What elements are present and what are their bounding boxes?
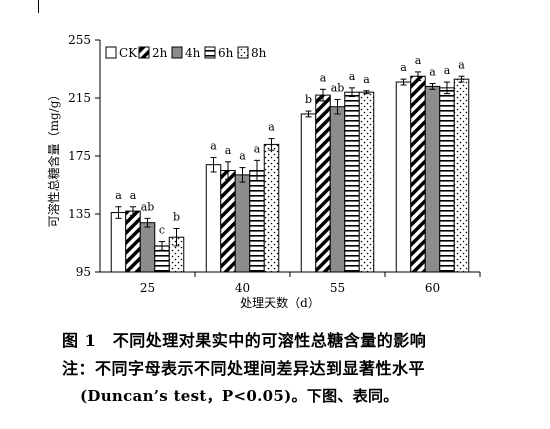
legend-label: 2h [152,46,168,60]
y-axis-title: 可溶性总糖含量（mg/g） [46,89,61,228]
significance-letter: a [115,189,122,202]
figure-caption: 图 1 不同处理对果实中的可溶性总糖含量的影响 [62,331,427,350]
legend-label: 6h [218,46,234,60]
significance-letter: a [444,64,451,77]
bar [205,164,222,273]
significance-letter: b [173,211,180,224]
y-tick-label: 175 [68,149,91,163]
legend-label: CK [119,46,138,60]
bar [300,113,317,273]
bar [110,212,127,273]
legend-label: 4h [185,46,201,60]
significance-letter: a [268,121,275,134]
significance-letter: a [225,144,232,157]
significance-letter: ab [141,200,155,213]
significance-letter: a [400,61,407,74]
bar [249,170,265,273]
legend-swatch [138,46,150,59]
y-tick-label: 95 [76,265,91,279]
significance-letter: c [159,224,165,237]
bar [315,94,331,273]
legend-swatch [105,46,117,59]
significance-letter: a [429,66,436,79]
significance-letter: ab [331,81,345,94]
legend-swatch [171,46,183,59]
x-tick-label: 40 [235,281,250,295]
figure-note: 注：不同字母表示不同处理间差异达到显著性水平 [62,359,426,378]
bar [234,174,251,273]
bar [139,222,156,273]
x-tick-label: 60 [425,281,440,295]
legend-swatch [204,46,216,59]
bar [439,87,455,273]
significance-letter: b [305,93,312,106]
y-tick-label: 135 [68,207,91,221]
y-tick-label: 255 [68,33,91,47]
bar [125,210,141,273]
bar [358,91,375,273]
significance-letter: a [415,54,422,67]
significance-letter: a [349,70,356,83]
bar [424,85,441,273]
x-axis-title: 处理天数（d） [240,295,320,310]
bar [329,106,346,273]
edge-mark [38,0,39,13]
figure-note-continued: (Duncan’s test，P<0.05)。下图、表同。 [80,387,399,405]
x-tick-label: 25 [140,281,155,295]
significance-letter: a [210,139,217,152]
significance-letter: a [320,71,327,84]
significance-letter: a [458,58,465,71]
bar [220,170,236,273]
bar [410,75,426,273]
significance-letter: a [239,150,246,163]
bar [453,78,470,273]
x-tick-label: 55 [330,281,345,295]
y-tick-label: 215 [68,91,91,105]
legend-label: 8h [251,46,267,60]
bar [395,81,412,273]
significance-letter: a [363,73,370,86]
bar [263,143,280,273]
bar [344,91,360,273]
legend-swatch [237,46,249,59]
significance-letter: a [254,142,261,155]
significance-letter: a [130,189,137,202]
